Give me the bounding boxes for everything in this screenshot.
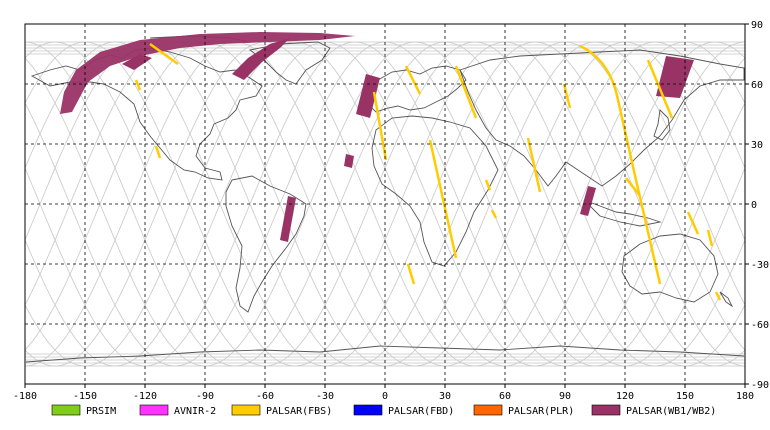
lon-tick-label-12: 180 — [736, 391, 754, 402]
wb-swath-canada — [122, 54, 152, 70]
legend: PRSIM AVNIR-2 PALSAR(FBS) PALSAR(FBD) PALSAR… — [51, 404, 716, 417]
fbs-swath-2 — [134, 79, 142, 91]
fbs-swath-7 — [428, 139, 458, 259]
longitude-tick-labels: -180 -150 -120 -90 -60 -30 0 30 60 90 120 150 180 — [13, 384, 754, 402]
wb-swath-sumatra — [580, 186, 596, 216]
lat-tick-label-1: 60 — [751, 80, 763, 91]
lon-tick-label-7: 30 — [439, 391, 451, 402]
lon-tick-label-10: 120 — [616, 391, 634, 402]
legend-swatch-0 — [51, 404, 81, 416]
legend-swatch-5 — [591, 404, 621, 416]
new-zealand-coast — [719, 291, 734, 308]
lon-tick-label-3: -90 — [196, 391, 214, 402]
fbs-swath-16 — [686, 211, 700, 235]
greenland-coast — [248, 41, 331, 85]
lon-tick-label-4: -60 — [256, 391, 274, 402]
legend-swatch-2 — [231, 404, 261, 416]
fbs-swath-14 — [625, 177, 641, 197]
lat-tick-label-3: 0 — [751, 200, 757, 211]
lon-tick-label-6: 0 — [382, 391, 388, 402]
legend-label-5: PALSAR(WB1/WB2) — [626, 406, 716, 417]
indonesia-coast — [583, 199, 662, 227]
wb-swath-west-africa — [344, 154, 354, 168]
north-america-coast — [30, 47, 263, 181]
lon-tick-label-11: 150 — [676, 391, 694, 402]
fbs-swath-9 — [484, 179, 492, 191]
lat-tick-label-5: -60 — [751, 320, 769, 331]
lon-tick-label-2: -120 — [133, 391, 157, 402]
graticule-grid — [25, 24, 745, 384]
fbs-swath-6 — [454, 65, 478, 119]
lat-tick-label-0: 90 — [751, 20, 763, 31]
fbs-swath-18 — [714, 291, 722, 301]
legend-swatch-4 — [473, 404, 503, 416]
fbs-swath-4 — [372, 91, 388, 161]
wb-swath-brazil — [280, 196, 296, 242]
australia-coast — [621, 233, 719, 303]
fbs-swath-17 — [706, 229, 714, 247]
legend-label-3: PALSAR(FBD) — [388, 406, 454, 417]
wb-swath-hudson — [232, 38, 290, 80]
fbs-swath-13 — [579, 44, 662, 285]
legend-label-1: AVNIR-2 — [174, 406, 216, 417]
wb-swath-atlantic — [356, 74, 380, 118]
fbs-swath-8 — [406, 263, 416, 285]
fbs-swath-5 — [404, 65, 422, 95]
lon-tick-label-1: -150 — [73, 391, 97, 402]
fbs-swath-3 — [154, 145, 162, 159]
south-america-coast — [225, 175, 307, 313]
legend-label-2: PALSAR(FBS) — [266, 406, 332, 417]
legend-swatch-3 — [353, 404, 383, 416]
asia-coast — [459, 49, 745, 187]
fbs-swath-15 — [646, 59, 674, 119]
africa-coast — [371, 115, 499, 267]
lat-tick-label-6: -90 — [751, 380, 769, 391]
lon-tick-label-0: -180 — [13, 391, 37, 402]
wb-swath-siberia — [656, 56, 694, 98]
japan-coast — [653, 109, 671, 141]
fbs-swath-12 — [562, 83, 572, 109]
lon-tick-label-9: 90 — [559, 391, 571, 402]
europe-coast — [365, 65, 467, 113]
fbs-swath-1 — [149, 42, 179, 66]
antarctica-coast — [25, 345, 745, 363]
fbs-swath-11 — [526, 137, 542, 193]
wb-swath-alaska — [60, 32, 355, 114]
lat-tick-label-2: 30 — [751, 140, 763, 151]
fbs-swath-10 — [490, 209, 498, 219]
lat-tick-label-4: -30 — [751, 260, 769, 271]
latitude-tick-labels: 90 60 30 0 -30 -60 -90 — [745, 20, 769, 391]
lon-tick-label-5: -30 — [316, 391, 334, 402]
lon-tick-label-8: 60 — [499, 391, 511, 402]
legend-label-0: PRSIM — [86, 406, 116, 417]
legend-swatch-1 — [139, 404, 169, 416]
legend-label-4: PALSAR(PLR) — [508, 406, 574, 417]
acquisition-swaths — [60, 32, 722, 301]
